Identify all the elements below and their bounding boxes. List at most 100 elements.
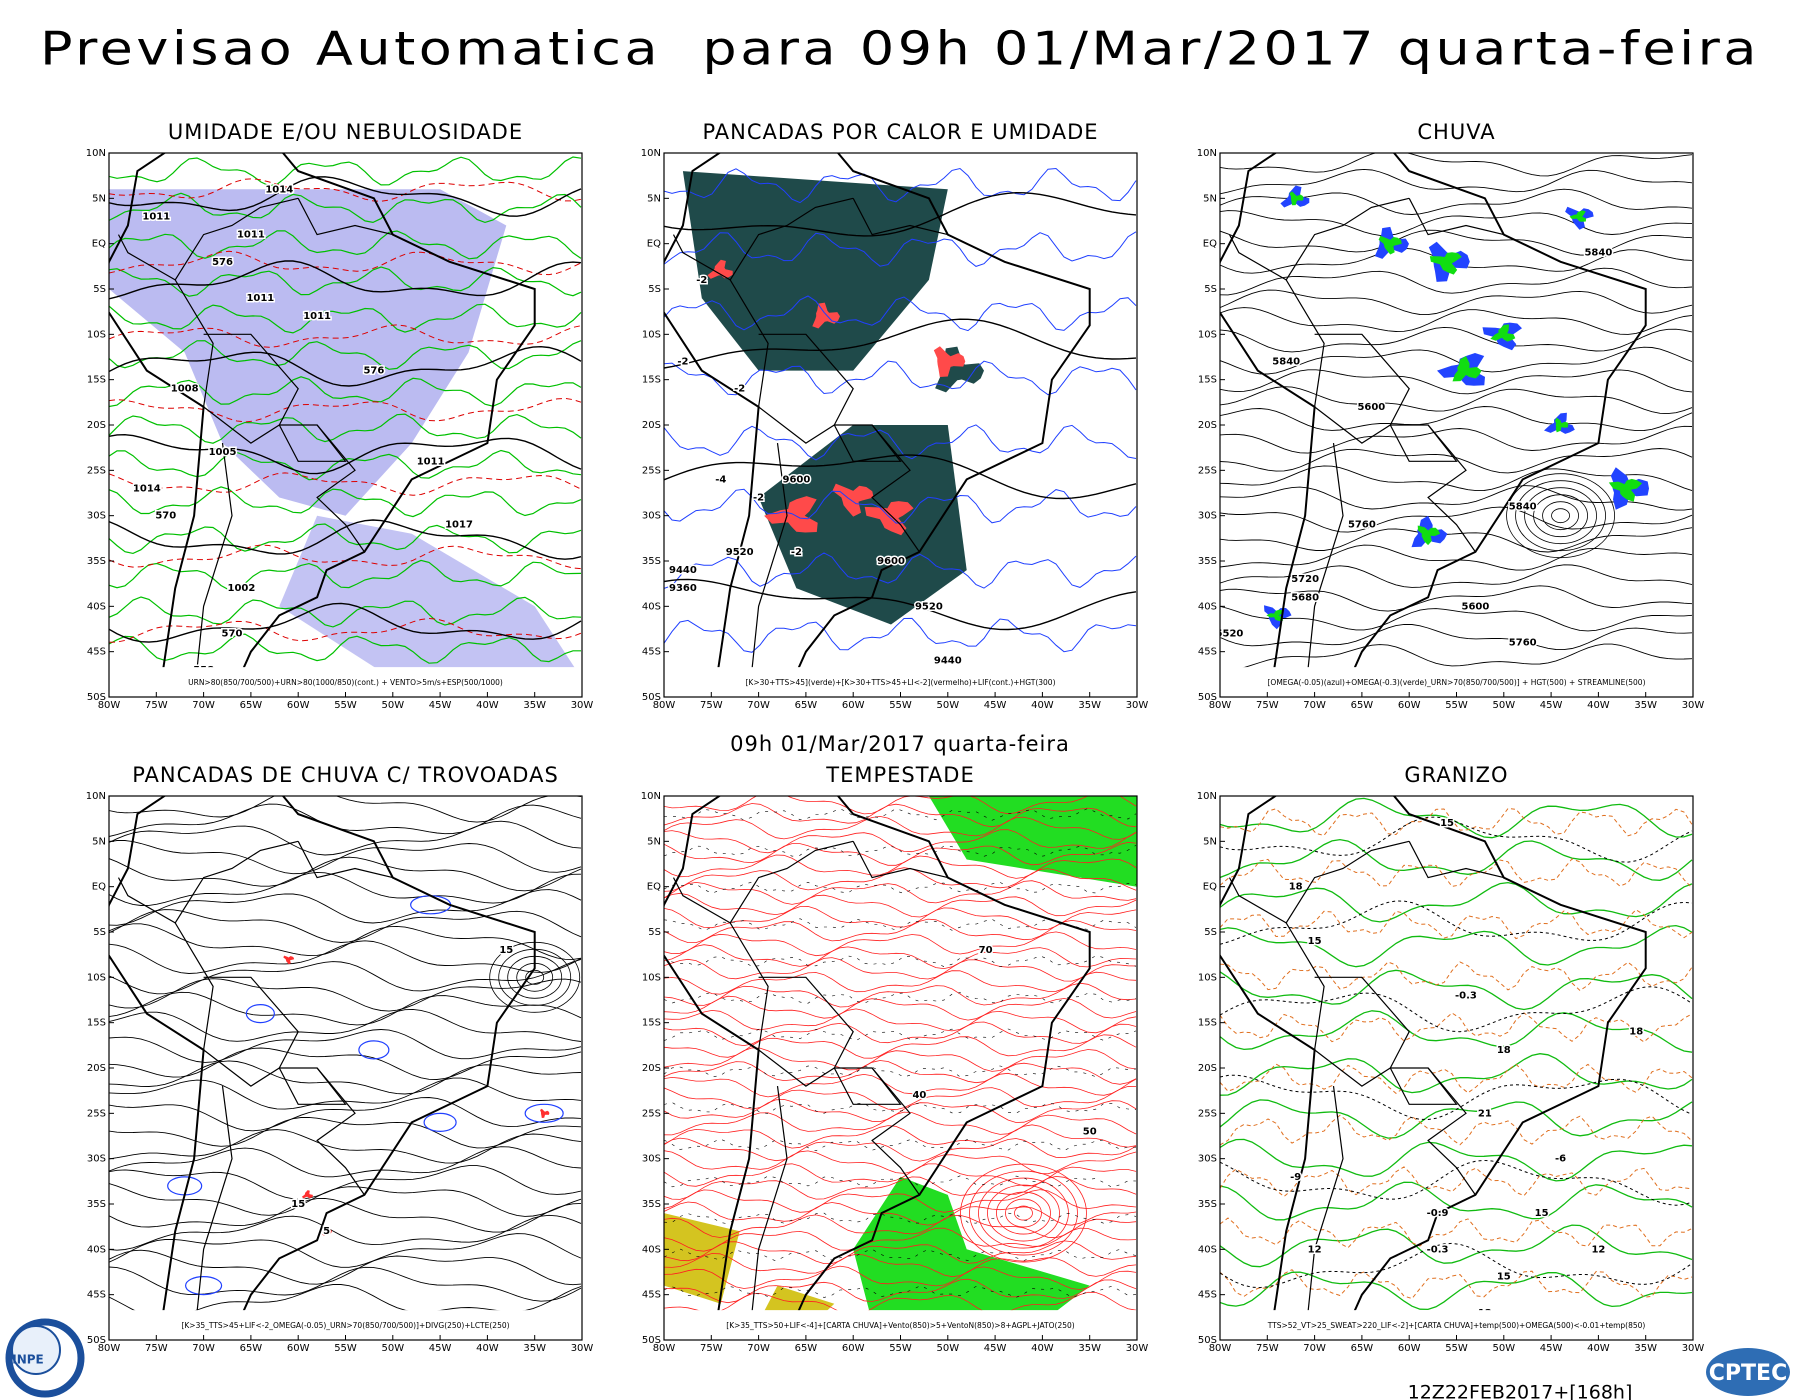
- country-border: [729, 197, 854, 407]
- lat-tick-label: 15S: [1198, 375, 1217, 386]
- convergence-contour: [358, 1040, 390, 1060]
- lon-tick-label: 40W: [476, 700, 499, 711]
- streamline: [1220, 267, 1693, 296]
- lat-tick-label: 35S: [642, 1199, 661, 1210]
- lon-tick-label: 80W: [98, 1343, 121, 1354]
- lon-tick-label: 60W: [1398, 1343, 1421, 1354]
- streamline: [1220, 585, 1693, 612]
- lon-tick-label: 50W: [381, 1343, 404, 1354]
- lat-tick-label: EQ: [1203, 239, 1217, 250]
- lat-tick-label: 10S: [642, 972, 661, 983]
- country-border: [852, 841, 948, 879]
- map-panel: GRANIZO151815-0.31821-6181512-9-0.9-0.31…: [1197, 763, 1705, 1354]
- wind-vector-row: [664, 1102, 1137, 1114]
- streamline: [109, 1097, 582, 1132]
- wind-vector-row: [664, 991, 1137, 1004]
- height-contour: [664, 578, 1137, 631]
- streamline: [109, 856, 582, 892]
- country-border: [174, 840, 299, 1050]
- contour-label: -4: [715, 474, 726, 485]
- omega-contour: [1220, 858, 1693, 889]
- streamline: [1220, 485, 1693, 511]
- contour-label: 1014: [133, 483, 161, 494]
- country-border: [672, 877, 731, 924]
- country-border: [1285, 197, 1410, 407]
- omega-contour: [1220, 961, 1693, 992]
- lat-tick-label: 10S: [87, 329, 106, 340]
- lat-tick-label: 10N: [86, 791, 106, 802]
- lon-tick-label: 55W: [889, 700, 912, 711]
- streamline-vortex: [1506, 473, 1615, 559]
- map-background: [109, 796, 582, 1311]
- streamline: [1244, 643, 1693, 668]
- contour-label: 5520: [1216, 629, 1244, 640]
- lat-tick-label: 5S: [93, 284, 106, 295]
- contour-label: -0.3: [1427, 1244, 1449, 1255]
- contour-label: 15: [1440, 818, 1454, 829]
- country-border: [1408, 198, 1504, 236]
- lat-tick-label: EQ: [647, 239, 661, 250]
- lat-tick-label: 5S: [93, 927, 106, 938]
- wind-streamline: [664, 957, 1137, 982]
- wind-vector-row: [664, 918, 1137, 931]
- streamline: [109, 1008, 582, 1042]
- streamline: [1220, 326, 1693, 353]
- lon-tick-label: 65W: [1351, 700, 1374, 711]
- isobar: [109, 433, 582, 475]
- streamline-vortex: [1542, 501, 1579, 531]
- lat-tick-label: 30S: [642, 511, 661, 522]
- height-contour: [664, 454, 1137, 500]
- contour-label: 18: [1289, 882, 1303, 893]
- lat-tick-label: 45S: [1198, 1290, 1217, 1301]
- omega-green: [1417, 525, 1441, 546]
- lifted-index-contour: [664, 552, 1137, 589]
- map-content: 15 15 5: [109, 796, 582, 1311]
- country-border: [1314, 1049, 1476, 1196]
- lat-tick-label: 5N: [92, 193, 106, 204]
- wind-vector-row: [664, 845, 1137, 857]
- lat-tick-label: 30S: [1198, 511, 1217, 522]
- storm-area: [764, 496, 818, 533]
- streamline-vortex: [978, 1177, 1069, 1249]
- contour-label: 9600: [783, 474, 811, 485]
- isobar: [109, 345, 582, 387]
- omega-green: [1266, 609, 1284, 621]
- map-panel: TEMPESTADE 70 40 50 [K>35_TTS>50+LIF<-4]+[CA…: [641, 763, 1149, 1354]
- lon-tick-label: 75W: [145, 1343, 168, 1354]
- humidity-contour: [109, 449, 582, 481]
- isobar: [109, 519, 582, 560]
- humidity-contour: [109, 376, 582, 408]
- contour-label: 50: [1083, 1126, 1097, 1137]
- lat-tick-label: 40S: [1198, 601, 1217, 612]
- map-panel: CHUVA 5840 5840 5600 5840 5760 5720 5680 5600 552…: [1197, 120, 1705, 711]
- panel-title: UMIDADE E/OU NEBULOSIDADE: [168, 120, 523, 144]
- country-border: [672, 234, 731, 281]
- wind-vector-row: [664, 808, 1137, 821]
- country-border: [758, 333, 854, 426]
- streamline: [1220, 307, 1693, 335]
- temperature-contour: [1220, 1271, 1693, 1311]
- wind-streamline: [664, 1240, 1137, 1264]
- map-background: [1220, 153, 1693, 668]
- lat-tick-label: EQ: [92, 239, 106, 250]
- wind-vector-row: [664, 1248, 1137, 1262]
- lat-tick-label: 30S: [1198, 1154, 1217, 1165]
- streamline: [109, 1146, 582, 1178]
- wind-streamline: [664, 1201, 1137, 1226]
- lon-tick-label: 30W: [1682, 1343, 1705, 1354]
- wind-streamline: [664, 1150, 1137, 1175]
- wind-streamline: [664, 796, 1137, 815]
- wind-streamline: [664, 829, 1137, 854]
- humidity-contour: [109, 596, 582, 628]
- omega-contour: [1220, 1063, 1693, 1095]
- contour-label: 1011: [237, 230, 265, 241]
- legend-caption: [K>35_TTS>50+LIF<-4]+[CARTA CHUVA]+Vento…: [726, 1321, 1074, 1330]
- streamline: [109, 840, 582, 875]
- lon-tick-label: 40W: [476, 1343, 499, 1354]
- lat-tick-label: 25S: [642, 1108, 661, 1119]
- humidity-area: [109, 189, 507, 516]
- country-border: [1285, 840, 1410, 1050]
- temp850-contour: [1220, 1159, 1693, 1206]
